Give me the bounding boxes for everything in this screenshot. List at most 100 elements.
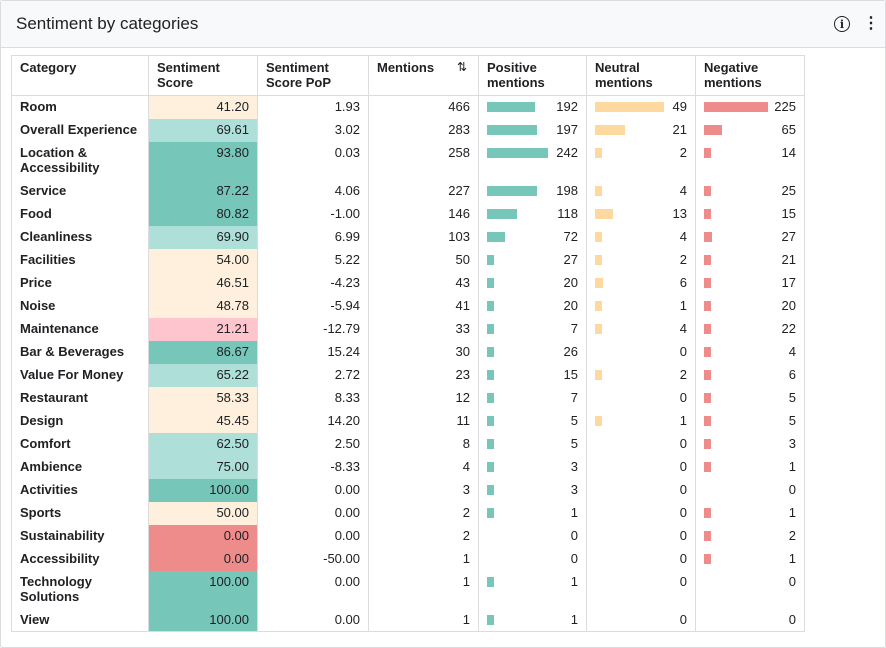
column-header-category[interactable]: Category — [11, 55, 149, 96]
positive-mentions-value: 3 — [570, 481, 578, 497]
neutral-mentions-cell: 6 — [586, 271, 696, 295]
sentiment-score-cell: 21.21 — [148, 317, 258, 341]
negative-mentions-cell: 1 — [695, 455, 805, 479]
negative-mentions-value: 14 — [781, 144, 796, 160]
positive-mentions-cell: 20 — [478, 294, 587, 318]
positive-mentions-value: 5 — [570, 412, 578, 428]
neutral-mentions-value: 0 — [679, 458, 687, 474]
mentions-cell: 1 — [368, 547, 479, 571]
table-row[interactable]: Restaurant 58.33 8.33 12 7 0 5 — [11, 386, 805, 410]
mentions-cell: 41 — [368, 294, 479, 318]
table-row[interactable]: Sustainability 0.00 0.00 2 0 0 2 — [11, 524, 805, 548]
neutral-mentions-cell: 0 — [586, 524, 696, 548]
neutral-mentions-cell: 0 — [586, 478, 696, 502]
table-row[interactable]: Bar & Beverages 86.67 15.24 30 26 0 4 — [11, 340, 805, 364]
neutral-mentions-value: 21 — [672, 121, 687, 137]
mentions-cell: 3 — [368, 478, 479, 502]
sentiment-score-pop-cell: 0.00 — [257, 608, 369, 632]
category-cell: Comfort — [11, 432, 149, 456]
positive-mentions-value: 118 — [557, 205, 578, 221]
neutral-mentions-cell: 49 — [586, 95, 696, 119]
neutral-mentions-bar — [595, 300, 602, 311]
info-icon[interactable]: i — [834, 16, 850, 32]
mentions-cell: 30 — [368, 340, 479, 364]
neutral-mentions-value: 0 — [679, 504, 687, 520]
positive-mentions-value: 192 — [556, 99, 578, 114]
neutral-mentions-cell: 0 — [586, 570, 696, 609]
sort-descending-icon[interactable]: ⇅ — [456, 60, 467, 74]
positive-mentions-value: 198 — [556, 182, 578, 198]
positive-mentions-value: 1 — [570, 611, 578, 627]
neutral-mentions-cell: 4 — [586, 317, 696, 341]
neutral-mentions-cell: 4 — [586, 179, 696, 203]
sentiment-score-cell: 54.00 — [148, 248, 258, 272]
table-row[interactable]: Value For Money 65.22 2.72 23 15 2 6 — [11, 363, 805, 387]
column-header-mentions[interactable]: Mentions ⇅ — [368, 55, 479, 96]
table-row[interactable]: Design 45.45 14.20 11 5 1 5 — [11, 409, 805, 433]
table-row[interactable]: Comfort 62.50 2.50 8 5 0 3 — [11, 432, 805, 456]
mentions-cell: 1 — [368, 608, 479, 632]
positive-mentions-bar — [487, 415, 494, 426]
table-row[interactable]: Cleanliness 69.90 6.99 103 72 4 27 — [11, 225, 805, 249]
negative-mentions-value: 0 — [788, 573, 796, 589]
negative-mentions-cell: 5 — [695, 409, 805, 433]
neutral-mentions-value: 0 — [679, 550, 687, 566]
neutral-mentions-cell: 21 — [586, 118, 696, 142]
column-header-negative[interactable]: Negative mentions — [695, 55, 805, 96]
table-row[interactable]: Location & Accessibility 93.80 0.03 258 242 2… — [11, 141, 805, 180]
table-row[interactable]: Sports 50.00 0.00 2 1 0 1 — [11, 501, 805, 525]
table-row[interactable]: Noise 48.78 -5.94 41 20 1 20 — [11, 294, 805, 318]
table-row[interactable]: View 100.00 0.00 1 1 0 0 — [11, 608, 805, 632]
positive-mentions-bar — [487, 300, 494, 311]
table-row[interactable]: Facilities 54.00 5.22 50 27 2 21 — [11, 248, 805, 272]
neutral-mentions-bar — [595, 208, 613, 219]
sentiment-score-pop-cell: 2.72 — [257, 363, 369, 387]
sentiment-score-pop-cell: 2.50 — [257, 432, 369, 456]
table-row[interactable]: Food 80.82 -1.00 146 118 13 15 — [11, 202, 805, 226]
negative-mentions-value: 25 — [781, 182, 796, 198]
table-row[interactable]: Price 46.51 -4.23 43 20 6 17 — [11, 271, 805, 295]
neutral-mentions-cell: 0 — [586, 501, 696, 525]
positive-mentions-cell: 7 — [478, 386, 587, 410]
positive-mentions-bar — [487, 102, 535, 112]
neutral-mentions-cell: 2 — [586, 248, 696, 272]
table-row[interactable]: Overall Experience 69.61 3.02 283 197 21 65 — [11, 118, 805, 142]
column-header-sentiment-score[interactable]: Sentiment Score — [148, 55, 258, 96]
neutral-mentions-value: 0 — [679, 481, 687, 497]
sentiment-score-cell: 87.22 — [148, 179, 258, 203]
more-vert-icon[interactable]: ⋮ — [863, 15, 879, 32]
table-row[interactable]: Accessibility 0.00 -50.00 1 0 0 1 — [11, 547, 805, 571]
positive-mentions-bar — [487, 323, 494, 334]
mentions-cell: 33 — [368, 317, 479, 341]
table-row[interactable]: Service 87.22 4.06 227 198 4 25 — [11, 179, 805, 203]
column-header-neutral[interactable]: Neutral mentions — [586, 55, 696, 96]
positive-mentions-cell: 15 — [478, 363, 587, 387]
positive-mentions-bar — [487, 277, 494, 288]
table-row[interactable]: Room 41.20 1.93 466 192 49 225 — [11, 95, 805, 119]
table-row[interactable]: Activities 100.00 0.00 3 3 0 0 — [11, 478, 805, 502]
column-header-positive[interactable]: Positive mentions — [478, 55, 587, 96]
sentiment-score-cell: 69.90 — [148, 225, 258, 249]
table-row[interactable]: Ambience 75.00 -8.33 4 3 0 1 — [11, 455, 805, 479]
negative-mentions-value: 0 — [788, 611, 796, 627]
neutral-mentions-value: 6 — [679, 274, 687, 290]
neutral-mentions-value: 0 — [679, 343, 687, 359]
table-body: Room 41.20 1.93 466 192 49 225 Overall Experien… — [11, 95, 805, 632]
positive-mentions-cell: 197 — [478, 118, 587, 142]
positive-mentions-value: 27 — [563, 251, 578, 267]
table-row[interactable]: Technology Solutions 100.00 0.00 1 1 0 0 — [11, 570, 805, 609]
table-row[interactable]: Maintenance 21.21 -12.79 33 7 4 22 — [11, 317, 805, 341]
negative-mentions-value: 3 — [788, 435, 796, 451]
negative-mentions-cell: 5 — [695, 386, 805, 410]
positive-mentions-value: 242 — [556, 144, 578, 160]
category-cell: Sustainability — [11, 524, 149, 548]
positive-mentions-cell: 242 — [478, 141, 587, 180]
column-header-sentiment-score-pop[interactable]: Sentiment Score PoP — [257, 55, 369, 96]
category-cell: Facilities — [11, 248, 149, 272]
category-cell: Noise — [11, 294, 149, 318]
neutral-mentions-cell: 1 — [586, 294, 696, 318]
mentions-cell: 146 — [368, 202, 479, 226]
sentiment-score-pop-cell: -50.00 — [257, 547, 369, 571]
positive-mentions-value: 7 — [570, 389, 578, 405]
